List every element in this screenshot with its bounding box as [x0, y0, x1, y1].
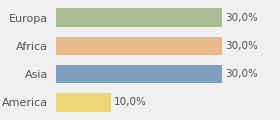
Text: 30,0%: 30,0%: [225, 69, 258, 79]
Text: 10,0%: 10,0%: [114, 97, 147, 107]
Text: 30,0%: 30,0%: [225, 13, 258, 23]
Bar: [56, 93, 111, 112]
Bar: [56, 8, 222, 27]
Bar: [56, 65, 222, 83]
Text: 30,0%: 30,0%: [225, 41, 258, 51]
Bar: [56, 37, 222, 55]
